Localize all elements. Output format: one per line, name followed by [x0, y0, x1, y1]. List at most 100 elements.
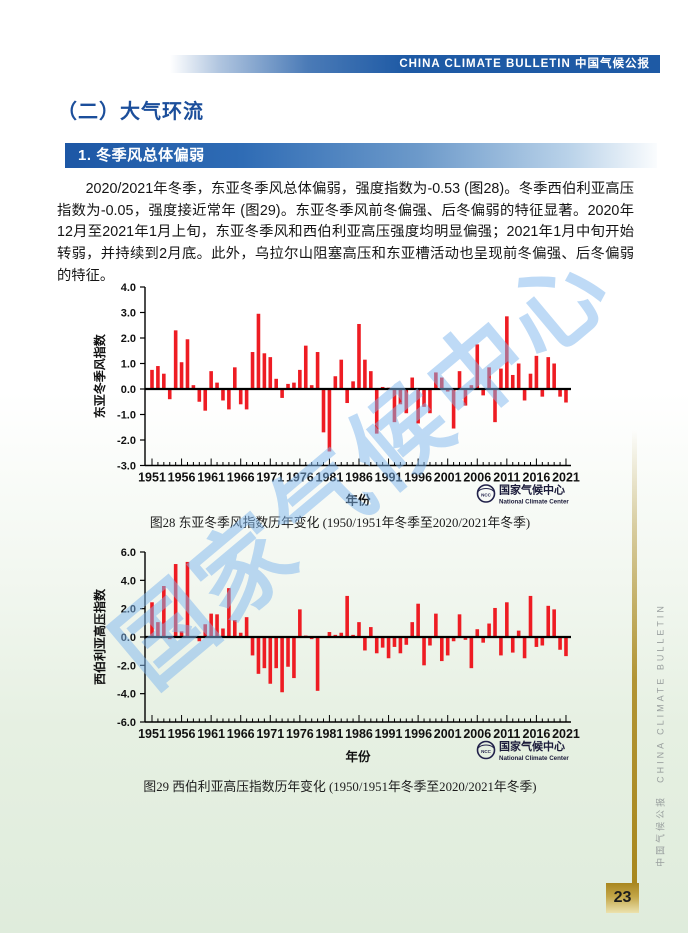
bar — [173, 564, 178, 637]
bar — [380, 637, 385, 648]
ncc-logo-monogram: NCC — [481, 749, 491, 754]
x-tick-label: 1986 — [345, 471, 373, 485]
bar — [434, 613, 438, 637]
bar — [469, 637, 474, 669]
bar — [309, 385, 314, 389]
bar — [274, 637, 278, 669]
bar — [321, 389, 326, 433]
bar — [481, 389, 485, 396]
bar — [203, 389, 208, 411]
y-tick-label: -3.0 — [117, 461, 136, 473]
bar — [481, 637, 485, 643]
bar — [250, 637, 255, 656]
figure-28-caption: 图28 东亚冬季风指数历年变化 (1950/1951年冬季至2020/2021年… — [149, 516, 531, 530]
bar — [173, 330, 178, 389]
bar — [215, 382, 219, 390]
bar — [558, 389, 562, 397]
bar — [410, 377, 415, 389]
bar — [540, 389, 545, 397]
x-tick-label: 1966 — [227, 727, 255, 741]
ncc-logo-arc — [477, 488, 495, 494]
bar — [244, 389, 249, 410]
y-tick-label: 1.0 — [121, 359, 136, 371]
bar — [268, 357, 273, 390]
bar — [303, 345, 308, 389]
bar — [262, 353, 267, 389]
bar — [262, 637, 267, 669]
bar — [345, 389, 349, 404]
bar — [546, 357, 551, 390]
bar — [522, 389, 527, 401]
y-tick-label: -4.0 — [117, 689, 136, 701]
bar — [469, 385, 474, 389]
bar — [221, 389, 225, 401]
bar — [191, 385, 196, 389]
bar — [256, 637, 261, 674]
bar — [209, 371, 213, 389]
x-tick-label: 1961 — [197, 727, 225, 741]
bar — [150, 369, 154, 390]
x-tick-label: 1961 — [197, 471, 225, 485]
bar — [185, 339, 190, 389]
header-band: CHINA CLIMATE BULLETIN 中国气候公报 — [170, 55, 660, 73]
x-tick-label: 2001 — [434, 471, 462, 485]
bar — [363, 637, 367, 651]
bar — [162, 373, 166, 389]
bar — [463, 637, 468, 640]
bar — [528, 595, 533, 637]
bar — [505, 316, 509, 389]
bar — [203, 624, 208, 637]
x-tick-label: 1956 — [168, 727, 196, 741]
bar — [233, 620, 237, 637]
bar — [475, 344, 480, 390]
x-tick-label: 2011 — [493, 727, 520, 741]
page-number: 23 — [606, 883, 639, 913]
bar — [552, 609, 556, 637]
x-tick-label: 2016 — [523, 727, 551, 741]
ncc-logo: NCC 国家气候中心 National Climate Center — [476, 739, 569, 762]
bar — [369, 627, 373, 637]
y-tick-label: 2.0 — [121, 604, 136, 616]
bar — [197, 637, 202, 642]
bar — [546, 605, 551, 637]
bar — [439, 377, 444, 389]
bar — [156, 366, 160, 389]
bar — [256, 313, 261, 389]
bar — [274, 378, 278, 389]
bar — [280, 389, 284, 398]
bar — [292, 637, 296, 679]
x-tick-label: 1976 — [286, 727, 314, 741]
bar — [221, 628, 225, 637]
bar — [540, 637, 545, 646]
body-paragraph: 2020/2021年冬季，东亚冬季风总体偏弱，强度指数为-0.53 (图28)。… — [57, 181, 634, 284]
bar — [185, 561, 190, 637]
bar — [410, 622, 415, 638]
bar — [457, 614, 462, 637]
bar — [516, 363, 521, 389]
bar — [445, 389, 450, 392]
x-tick-label: 2001 — [434, 727, 462, 741]
bar — [280, 637, 284, 693]
bar — [327, 632, 332, 637]
x-tick-label: 2016 — [523, 471, 551, 485]
x-tick-label: 1971 — [256, 727, 284, 741]
x-tick-label: 1951 — [138, 727, 166, 741]
x-tick-label: 2021 — [552, 727, 580, 741]
bar — [167, 389, 172, 400]
bar — [422, 389, 426, 407]
y-tick-label: 4.0 — [121, 282, 136, 294]
chart-siberian-high-index: -6.0 -4.0 -2.0 0.0 2.0 4.0 6.0 1951 1956 1961 1966… — [92, 547, 580, 764]
bar — [197, 389, 202, 402]
section-title: （二）大气环流 — [57, 101, 204, 123]
ncc-logo-name: 国家气候中心 — [499, 739, 565, 753]
bar — [233, 367, 237, 390]
ncc-logo-arc — [477, 744, 495, 751]
bar — [516, 630, 521, 638]
x-tick-label: 2006 — [463, 727, 491, 741]
bar — [564, 389, 568, 403]
bar — [238, 632, 243, 637]
bar — [528, 373, 533, 389]
y-axis-title: 东亚冬季风指数 — [92, 333, 107, 418]
y-tick-label: 2.0 — [121, 333, 136, 345]
bar — [428, 389, 432, 414]
